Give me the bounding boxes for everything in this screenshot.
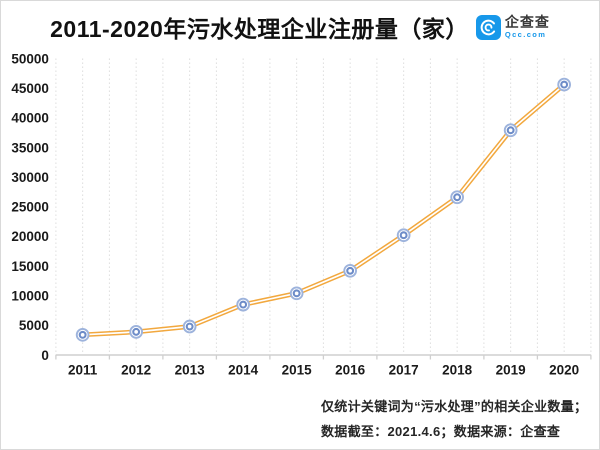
- chart-footnote: 仅统计关键词为“污水处理”的相关企业数量； 数据截至：2021.4.6；数据来源…: [321, 394, 587, 444]
- data-point-inner-2019: [506, 126, 515, 135]
- y-axis-label: 15000: [11, 259, 49, 274]
- series-line-core: [82, 83, 565, 336]
- qcc-logo: 企查查 Qcc.com: [475, 14, 550, 40]
- footnote-line-1: 仅统计关键词为“污水处理”的相关企业数量；: [321, 399, 588, 414]
- x-axis-label: 2011: [68, 363, 98, 378]
- x-axis-label: 2017: [389, 363, 419, 378]
- y-axis-label: 35000: [11, 140, 49, 155]
- y-axis-label: 10000: [11, 289, 49, 304]
- series-line: [80, 82, 567, 338]
- qcc-logo-text: 企查查 Qcc.com: [505, 15, 550, 39]
- y-axis-label: 40000: [11, 111, 49, 126]
- x-axis-label: 2014: [228, 363, 259, 378]
- x-axis-label: 2015: [282, 363, 313, 378]
- x-axis-label: 2019: [496, 363, 526, 378]
- y-axis-label: 20000: [11, 229, 49, 244]
- qcc-logo-name: 企查查: [504, 14, 550, 31]
- x-axis-label: 2016: [335, 363, 366, 378]
- data-point-inner-2014: [239, 300, 248, 309]
- footnote-line-2: 数据截至：2021.4.6；数据来源：企查查: [321, 424, 561, 439]
- data-point-inner-2015: [292, 289, 301, 298]
- y-axis-label: 30000: [11, 170, 49, 185]
- data-point-inner-2011: [78, 330, 87, 339]
- x-axis-label: 2013: [175, 363, 206, 378]
- x-axis-label: 2012: [121, 363, 151, 378]
- y-axis-label: 50000: [11, 51, 49, 66]
- qcc-logo-domain: Qcc.com: [504, 30, 547, 40]
- y-axis-label: 25000: [11, 200, 49, 215]
- data-point-inner-2017: [399, 231, 408, 240]
- data-point-inner-2013: [185, 322, 194, 331]
- y-axis-label: 45000: [11, 81, 49, 96]
- chart-title: 2011-2020年污水处理企业注册量（家）: [50, 16, 469, 42]
- y-axis-label: 5000: [19, 318, 49, 333]
- data-point-inner-2012: [132, 327, 141, 336]
- y-axis-label: 0: [41, 348, 49, 363]
- qcc-logo-icon: [475, 14, 501, 40]
- x-axis-label: 2020: [549, 363, 579, 378]
- data-point-inner-2020: [560, 80, 569, 89]
- chart-header: 2011-2020年污水处理企业注册量（家） 企查查 Qcc.com: [1, 10, 599, 44]
- data-point-inner-2016: [346, 266, 355, 275]
- x-axis-label: 2018: [442, 363, 473, 378]
- data-point-inner-2018: [453, 193, 462, 202]
